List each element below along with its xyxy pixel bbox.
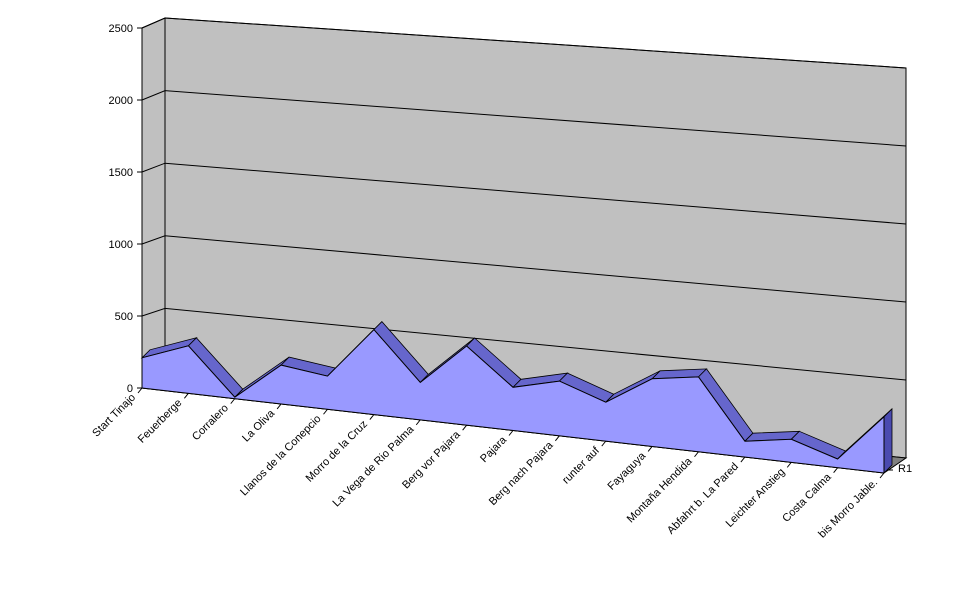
x-tick — [787, 462, 791, 467]
area-end-face — [884, 409, 892, 473]
y-tick-label: 2500 — [109, 23, 133, 35]
x-tick — [741, 457, 745, 462]
x-tick — [416, 420, 420, 425]
x-tick — [463, 425, 467, 430]
x-tick-label: Feuerberge — [136, 397, 185, 446]
x-tick — [370, 415, 374, 420]
x-tick-label: Corralero — [190, 402, 231, 443]
y-tick-label: 1000 — [109, 239, 133, 251]
x-tick — [324, 409, 328, 414]
x-tick — [138, 388, 142, 393]
x-tick — [509, 431, 513, 436]
y-tick-label: 500 — [115, 311, 133, 323]
y-tick-label: 2000 — [109, 95, 133, 107]
x-tick-label: Fayaguya — [606, 449, 649, 492]
x-tick — [231, 399, 235, 404]
depth-axis-label: R1 — [898, 463, 912, 475]
side-wall — [142, 18, 165, 388]
x-tick — [695, 452, 699, 457]
x-tick — [880, 473, 884, 478]
x-tick — [834, 468, 838, 473]
x-tick-label: Pajara — [478, 434, 510, 466]
x-tick-label: Start Tinajo — [90, 392, 138, 440]
x-tick — [648, 446, 652, 451]
x-tick — [184, 393, 188, 398]
x-tick-label: La Oliva — [240, 407, 278, 445]
y-tick-label: 1500 — [109, 167, 133, 179]
x-tick — [555, 436, 559, 441]
x-tick-label: Costa Calma — [780, 471, 834, 525]
x-tick — [277, 404, 281, 409]
x-tick — [602, 441, 606, 446]
x-tick-label: runter auf — [560, 444, 602, 486]
